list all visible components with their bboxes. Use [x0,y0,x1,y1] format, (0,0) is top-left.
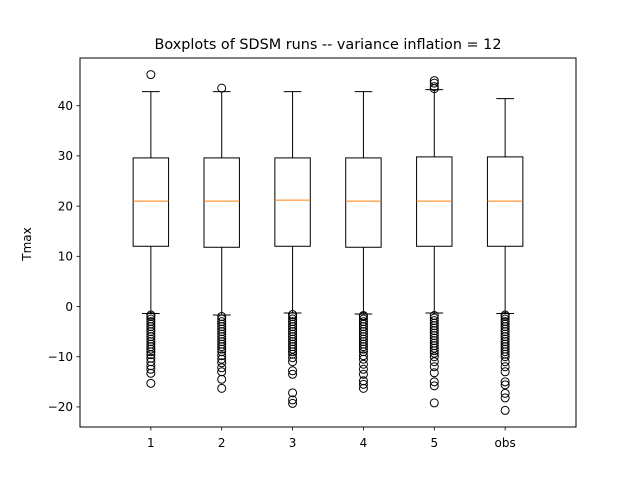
x-tick-label: 3 [289,436,297,450]
box-iqr [203,157,240,248]
outlier-point [217,312,227,322]
outlier-point [146,70,156,80]
plot-area: −20 −10 0 10 20 30 40 1 2 3 4 5 obs [48,70,524,450]
outlier-point [429,311,439,321]
outlier-point [288,395,298,405]
outlier-point [429,352,439,362]
x-tick-label: 2 [218,436,226,450]
chart-title: Boxplots of SDSM runs -- variance inflat… [155,37,502,53]
y-tick-label: 30 [58,149,73,163]
box-iqr [274,157,311,247]
outlier-point [500,380,510,390]
outlier-point [288,353,298,363]
y-tick-label: 40 [58,99,73,113]
box-iqr [416,156,453,247]
box-iqr [132,157,170,247]
outlier-point [146,310,156,320]
outlier-point [429,377,439,387]
outlier-point [429,84,439,94]
outlier-point [146,317,156,327]
outlier-point [500,393,510,403]
outlier-point [217,383,227,393]
outlier-point [429,78,439,88]
x-tick-label: 4 [360,436,368,450]
outlier-point [288,398,298,408]
outlier-point [217,83,227,93]
outlier-point [217,317,227,327]
outlier-point [358,376,368,386]
outlier-point [500,362,510,372]
outlier-point [217,374,227,384]
outlier-point [217,351,227,361]
outlier-point [358,317,368,327]
outlier-point [429,357,439,367]
y-axis-label: Tmax [20,227,34,261]
outlier-point [500,314,510,324]
outlier-point [288,388,298,398]
outlier-point [146,314,156,324]
outlier-point [288,317,298,327]
y-tick-label: −10 [48,350,73,364]
outlier-point [288,366,298,376]
outlier-point [288,314,298,324]
outlier-point [217,367,227,377]
outlier-point [500,405,510,415]
outlier-point [217,314,227,324]
outlier-point [358,359,368,369]
outlier-point [358,379,368,389]
outlier-point [429,362,439,372]
outlier-point [146,357,156,367]
outlier-point [500,317,510,327]
outlier-point [429,316,439,326]
outlier-point [500,367,510,377]
outlier-point [358,364,368,374]
outlier-point [500,310,510,320]
y-tick-label: 10 [58,250,73,264]
outlier-point [288,369,298,379]
x-tick-label: obs [495,436,516,450]
outlier-point [358,311,368,321]
outlier-point [217,358,227,368]
x-tick-label: 5 [430,436,438,450]
outlier-point [146,378,156,388]
outlier-point [500,377,510,387]
y-tick-label: 0 [65,300,73,314]
outlier-point [429,368,439,378]
outlier-point [358,314,368,324]
y-tick-label: 20 [58,199,73,213]
outlier-point [217,363,227,373]
y-tick-label: −20 [48,400,73,414]
outlier-point [358,369,368,379]
box-iqr [345,157,382,248]
axes-frame [79,57,577,428]
outlier-point [429,313,439,323]
outlier-point [429,381,439,391]
outlier-point [358,351,368,361]
outlier-point [500,388,510,398]
outlier-point [146,353,156,363]
outlier-point [288,310,298,320]
x-tick-label: 1 [147,436,155,450]
outlier-point [429,398,439,408]
box-iqr [486,156,524,247]
